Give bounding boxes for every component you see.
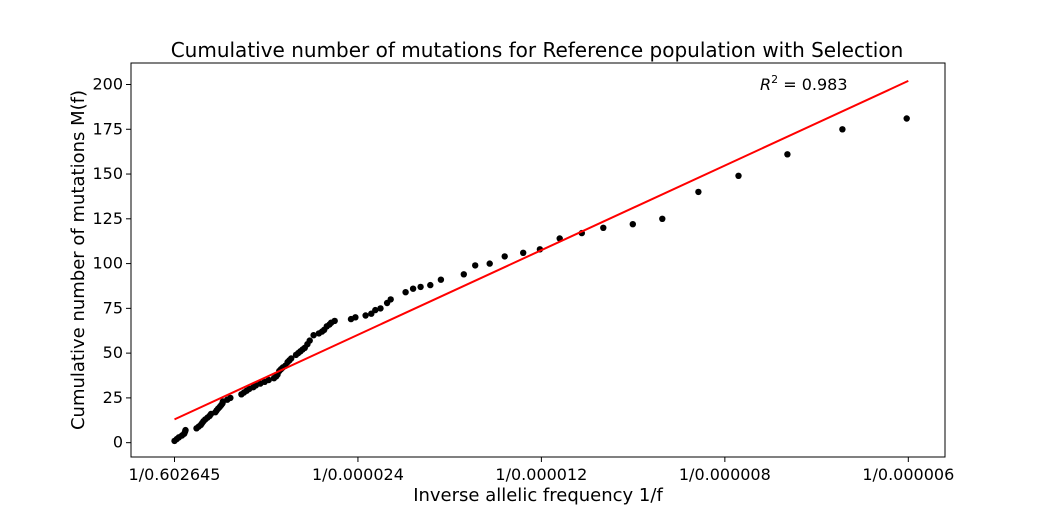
data-point	[331, 317, 338, 325]
data-point	[352, 314, 359, 321]
data-point	[182, 426, 189, 434]
y-tick-label: 150	[92, 164, 123, 183]
x-axis-label: Inverse allelic frequency 1/f	[413, 485, 663, 506]
r2-value: = 0.983	[778, 75, 847, 94]
plot-frame	[130, 62, 946, 458]
r2-superscript: 2	[771, 73, 778, 86]
data-point	[372, 306, 379, 314]
y-axis: 0 25 50 75 100 125 150 175 200	[92, 74, 131, 452]
y-tick-label: 75	[103, 298, 123, 317]
y-tick-label: 200	[92, 74, 123, 93]
data-point	[735, 172, 742, 179]
data-point	[903, 115, 910, 122]
data-point	[417, 283, 424, 291]
x-tick-label: 1/0.000006	[862, 465, 954, 484]
data-point	[486, 260, 493, 267]
y-tick-label: 175	[92, 119, 123, 138]
data-point	[437, 276, 445, 283]
x-tick-label: 1/0.000012	[495, 465, 587, 484]
data-point	[659, 215, 666, 222]
data-point	[265, 376, 272, 384]
data-point	[501, 253, 508, 260]
y-axis-label: Cumulative number of mutations M(f)	[68, 90, 89, 430]
plot-area	[171, 79, 910, 445]
y-tick-label: 100	[92, 254, 123, 273]
data-point	[427, 281, 434, 289]
data-point	[600, 224, 607, 231]
fit-line	[174, 79, 909, 421]
data-point	[402, 289, 409, 296]
data-point	[839, 126, 846, 133]
data-point	[227, 394, 234, 402]
x-axis: 1/0.602645 1/0.000024 1/0.000012 1/0.000008…	[129, 457, 954, 484]
data-point	[784, 151, 791, 158]
data-point	[629, 221, 636, 228]
data-point	[520, 249, 527, 256]
y-tick-label: 0	[113, 433, 123, 452]
data-point	[288, 355, 295, 362]
data-point	[362, 312, 369, 319]
data-point	[695, 188, 702, 196]
data-point	[387, 296, 394, 303]
r2-annotation: R2 = 0.983	[760, 73, 848, 94]
y-tick-label: 25	[103, 388, 123, 407]
data-point	[472, 262, 479, 269]
y-tick-label: 50	[103, 343, 123, 362]
data-point	[306, 337, 313, 344]
data-point	[409, 285, 417, 292]
data-point	[377, 305, 384, 312]
y-tick-label: 125	[92, 209, 123, 228]
x-tick-label: 1/0.602645	[129, 465, 221, 484]
x-tick-label: 1/0.000008	[679, 465, 771, 484]
r2-letter: R	[760, 75, 771, 94]
data-point	[460, 271, 467, 278]
data-point	[310, 332, 317, 339]
chart-title: Cumulative number of mutations for Refer…	[171, 38, 904, 62]
x-tick-label: 1/0.000024	[312, 465, 404, 484]
